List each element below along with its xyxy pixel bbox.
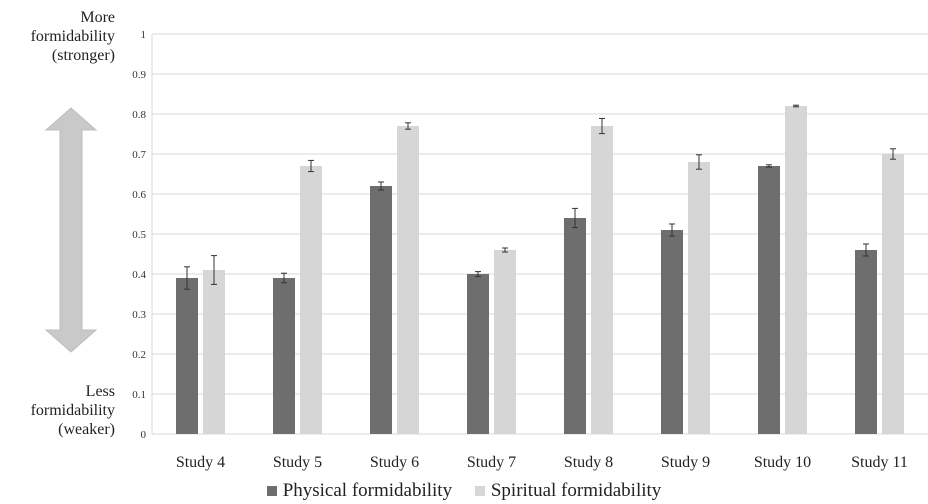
legend-item-physical: Physical formidability [266,479,453,503]
legend: Physical formidability Spiritual formida… [0,479,928,503]
bar-physical [855,250,877,434]
top-annotation-line: (stronger) [51,47,115,64]
y-tick-label: 0.9 [132,69,146,81]
bars [176,104,904,434]
bottom-annotation: Less formidability (weaker) [31,382,115,439]
top-annotation-line: More [80,9,115,26]
legend-swatch-physical [266,486,277,496]
bottom-annotation-line: Less [85,383,115,400]
bar-spiritual [882,154,904,434]
bar-spiritual [300,166,322,434]
gridlines [151,33,928,435]
bar-physical [661,230,683,434]
top-annotation-line: formidability [30,28,115,45]
legend-label-physical: Physical formidability [282,480,453,501]
top-annotation: More formidability (stronger) [31,8,115,65]
x-tick-label: Study 9 [661,454,710,471]
y-tick-label: 0.5 [132,229,146,241]
bar-spiritual [494,250,516,434]
y-tick-label: 0.8 [132,109,146,121]
x-tick-label: Study 7 [467,454,516,471]
legend-item-spiritual: Spiritual formidability [474,479,662,503]
x-tick-label: Study 8 [564,454,613,471]
y-tick-label: 0.3 [132,309,146,321]
x-tick-label: Study 4 [176,454,225,471]
bar-spiritual [397,126,419,434]
y-tick-label: 0 [141,429,147,441]
bottom-annotation-line: formidability [30,402,115,419]
y-tick-label: 0.7 [132,149,146,161]
y-tick-label: 1 [141,29,147,41]
double-headed-vertical-arrow-icon [44,107,98,353]
x-tick-label: Study 10 [754,454,811,471]
x-tick-label: Study 6 [370,454,419,471]
x-tick-label: Study 5 [273,454,322,471]
legend-swatch-spiritual [474,486,485,496]
legend-label-spiritual: Spiritual formidability [490,480,662,501]
bar-spiritual [785,106,807,434]
bar-physical [467,274,489,434]
y-tick-label: 0.1 [132,389,146,401]
y-tick-label: 0.6 [132,189,146,201]
bar-physical [176,278,198,434]
bar-spiritual [591,126,613,434]
x-axis-ticks: Study 4 Study 5 Study 6 Study 7 Study 8 Study… [176,454,908,471]
x-tick-label: Study 11 [851,454,908,471]
bar-physical [370,186,392,434]
y-tick-label: 0.4 [132,269,146,281]
y-axis-ticks: 0 0.1 0.2 0.3 0.4 0.5 0.6 0.7 0.8 0.9 1 [132,29,146,441]
bar-physical [273,278,295,434]
bar-physical [564,218,586,434]
bar-physical [758,166,780,434]
y-tick-label: 0.2 [132,349,146,361]
bar-spiritual [688,162,710,434]
bar-spiritual [203,270,225,434]
bottom-annotation-line: (weaker) [58,421,115,438]
